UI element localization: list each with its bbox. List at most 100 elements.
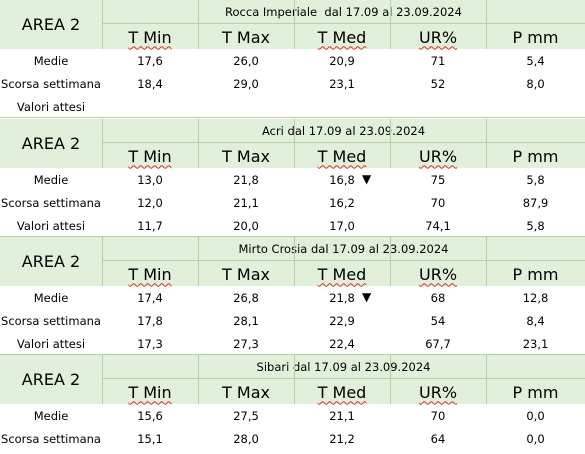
row-label: Scorsa settimana <box>1 313 101 328</box>
table-cell: 87,9 <box>522 195 549 210</box>
table-row: Valori attesi 11,7 20,0 17,0 74,1 5,8 <box>0 214 585 237</box>
row-label: Scorsa settimana <box>1 431 101 446</box>
block-bottom-border <box>0 354 585 355</box>
column-header: T Med <box>294 144 390 168</box>
column-divider <box>102 119 103 168</box>
column-header-text: UR% <box>418 264 458 284</box>
table-cell: 5,8 <box>526 172 545 187</box>
column-header-text: UR% <box>418 146 458 166</box>
column-header-text: T Med <box>317 382 367 402</box>
table-cell: 0,0 <box>526 408 545 423</box>
column-divider <box>102 0 103 49</box>
table-cell: 17,3 <box>137 336 163 351</box>
column-divider <box>294 119 295 168</box>
table-cell: 52 <box>430 76 446 91</box>
column-header: UR% <box>390 25 486 49</box>
table-cell: 21,2 <box>329 431 355 446</box>
column-header-text: T Max <box>222 264 270 284</box>
table-row: Valori attesi 17,3 27,3 22,4 67,7 23,1 <box>0 332 585 355</box>
column-divider <box>198 119 199 168</box>
table-cell: 15,6 <box>137 408 163 423</box>
table-cell: 18,4 <box>137 76 163 91</box>
table-cell: 16,2 <box>329 195 355 210</box>
column-header-text: P mm <box>512 146 559 166</box>
table-cell: 8,4 <box>526 313 545 328</box>
table-row: Valori attesi <box>0 95 585 118</box>
header-divider <box>102 378 585 379</box>
column-divider <box>294 0 295 49</box>
column-header-text: T Min <box>128 382 172 402</box>
table-cell: 17,4 <box>137 290 163 305</box>
column-header: T Med <box>294 380 390 404</box>
column-header: P mm <box>486 144 585 168</box>
column-divider <box>486 0 487 49</box>
column-header: P mm <box>486 380 585 404</box>
station-block: AREA 2 Mirto Crosia dal 17.09 al 23.09.20… <box>0 237 585 355</box>
table-row: Scorsa settimana 12,0 21,1 16,2 70 87,9 <box>0 191 585 214</box>
table-cell: 22,9 <box>329 313 355 328</box>
table-row: Scorsa settimana 17,8 28,1 22,9 54 8,4 <box>0 309 585 332</box>
column-divider <box>198 237 199 286</box>
table-cell: 17,8 <box>137 313 163 328</box>
row-label: Valori attesi <box>16 336 86 351</box>
column-divider <box>294 237 295 286</box>
row-label: Scorsa settimana <box>1 195 101 210</box>
column-header: T Min <box>102 144 198 168</box>
table-cell: 68 <box>430 290 446 305</box>
column-header-text: T Med <box>317 146 367 166</box>
table-row: Medie 17,4 26,8 21,8 68 12,8 ▼ <box>0 286 585 309</box>
station-title: Sibari dal 17.09 al 23.09.2024 <box>256 359 431 374</box>
row-label: Medie <box>33 172 69 187</box>
table-cell: 74,1 <box>425 218 451 233</box>
column-header-text: P mm <box>512 264 559 284</box>
table-cell: 11,7 <box>137 218 163 233</box>
table-row: Medie 13,0 21,8 16,8 75 5,8 ▼ <box>0 168 585 191</box>
table-cell: 54 <box>430 313 446 328</box>
table-cell: 29,0 <box>233 76 259 91</box>
table-cell: 0,0 <box>526 431 545 446</box>
table-cell: 20,0 <box>233 218 259 233</box>
column-header-text: P mm <box>512 27 559 47</box>
column-header: UR% <box>390 262 486 286</box>
station-header: AREA 2 Acri dal 17.09 al 23.09.2024 T Min T… <box>0 119 585 168</box>
table-row: Scorsa settimana 15,1 28,0 21,2 64 0,0 <box>0 427 585 450</box>
table-cell <box>198 95 294 118</box>
column-divider <box>390 237 391 286</box>
column-divider <box>102 237 103 286</box>
table-cell: 23,1 <box>522 336 549 351</box>
table-cell: 21,1 <box>233 195 259 210</box>
row-label: Scorsa settimana <box>1 76 101 91</box>
table-cell: 70 <box>430 408 446 423</box>
table-cell: 64 <box>430 431 446 446</box>
column-header-text: T Max <box>222 382 270 402</box>
column-header-text: T Min <box>128 264 172 284</box>
station-header: AREA 2 Sibari dal 17.09 al 23.09.2024 T Mi… <box>0 355 585 404</box>
station-block: AREA 2 Rocca Imperiale dal 17.09 al 23.09… <box>0 0 585 118</box>
column-header: P mm <box>486 262 585 286</box>
table-cell: 21,8 <box>329 290 355 305</box>
area-label: AREA 2 <box>21 370 81 389</box>
trend-down-icon: ▼ <box>362 290 372 304</box>
table-cell: 28,0 <box>233 431 259 446</box>
station-title: Mirto Crosia dal 17.09 al 23.09.2024 <box>238 241 449 256</box>
column-divider <box>390 355 391 404</box>
column-header: T Max <box>198 380 294 404</box>
column-header: T Max <box>198 25 294 49</box>
area-label: AREA 2 <box>21 134 81 153</box>
table-cell: 5,4 <box>526 53 545 68</box>
table-cell: 70 <box>430 195 446 210</box>
table-cell: 8,0 <box>526 76 545 91</box>
table-cell <box>102 95 198 118</box>
row-label: Valori attesi <box>16 99 86 114</box>
area-label: AREA 2 <box>21 252 81 271</box>
table-cell: 12,0 <box>137 195 163 210</box>
column-divider <box>198 355 199 404</box>
table-cell: 75 <box>430 172 446 187</box>
table-cell: 16,8 <box>329 172 355 187</box>
column-divider <box>102 355 103 404</box>
area-label: AREA 2 <box>21 15 81 34</box>
table-cell: 13,0 <box>137 172 163 187</box>
column-header-text: T Max <box>222 146 270 166</box>
column-divider <box>390 119 391 168</box>
column-header: T Max <box>198 262 294 286</box>
